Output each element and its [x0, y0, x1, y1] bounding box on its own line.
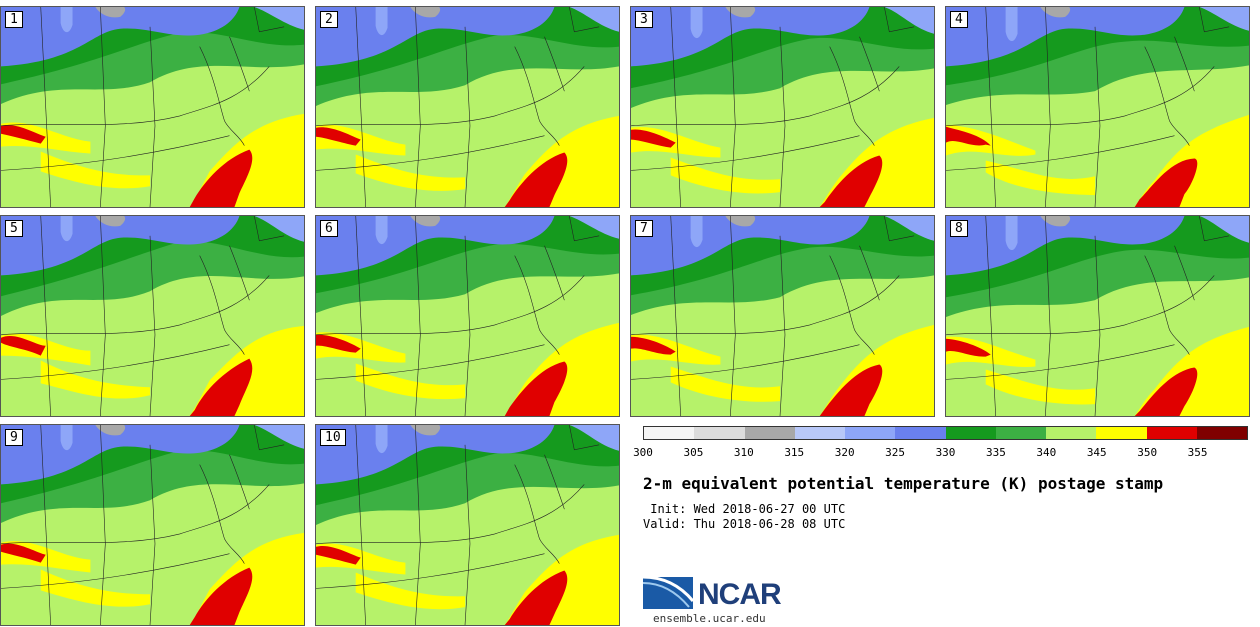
member-number-label: 3	[635, 11, 653, 28]
colorbar-bin-320	[845, 427, 896, 439]
ensemble-member-panel: 3	[630, 6, 935, 208]
member-map	[316, 7, 619, 207]
colorbar-tick-labels: 300 305 310 315 320 325 330 335 340 345 350 355	[633, 446, 1248, 460]
colorbar-bin-330	[945, 427, 996, 439]
member-map	[316, 425, 619, 625]
colorbar-tick-label: 350	[1137, 446, 1158, 459]
ensemble-member-panel: 7	[630, 215, 935, 417]
member-number-label: 10	[320, 429, 346, 446]
colorbar-tick-label: 325	[885, 446, 906, 459]
member-number-label: 1	[5, 11, 23, 28]
member-map	[1, 425, 304, 625]
colorbar-bin-350	[1146, 427, 1197, 439]
member-number-label: 7	[635, 220, 653, 237]
colorbar	[643, 426, 1248, 440]
valid-time: Valid: Thu 2018-06-28 08 UTC	[643, 517, 846, 531]
ensemble-member-panel: 6	[315, 215, 620, 417]
ensemble-member-panel: 8	[945, 215, 1250, 417]
ensemble-member-panel: 9	[0, 424, 305, 626]
member-number-label: 8	[950, 220, 968, 237]
colorbar-bin-340	[1046, 427, 1097, 439]
init-time: Init: Wed 2018-06-27 00 UTC	[643, 502, 846, 516]
colorbar-bin-355	[1196, 427, 1247, 439]
ncar-logo-text: NCAR	[698, 578, 782, 611]
member-map	[1, 216, 304, 416]
colorbar-bin-315	[794, 427, 845, 439]
colorbar-bin-335	[995, 427, 1046, 439]
colorbar-bin-345	[1096, 427, 1147, 439]
colorbar-bin-300	[644, 427, 695, 439]
member-map	[946, 216, 1249, 416]
member-map	[631, 216, 934, 416]
colorbar-tick-label: 315	[784, 446, 805, 459]
colorbar-bin-325	[895, 427, 946, 439]
ncar-url: ensemble.ucar.edu	[653, 612, 766, 625]
colorbar-tick-label: 345	[1086, 446, 1107, 459]
ensemble-member-panel: 1	[0, 6, 305, 208]
member-map	[1, 7, 304, 207]
ensemble-member-panel: 2	[315, 6, 620, 208]
ensemble-member-panel: 10	[315, 424, 620, 626]
member-map	[631, 7, 934, 207]
colorbar-tick-label: 300	[633, 446, 653, 459]
member-number-label: 9	[5, 429, 23, 446]
colorbar-tick-label: 340	[1036, 446, 1057, 459]
member-number-label: 4	[950, 11, 968, 28]
colorbar-tick-label: 335	[985, 446, 1006, 459]
colorbar-tick-label: 310	[733, 446, 754, 459]
colorbar-tick-label: 330	[935, 446, 956, 459]
member-number-label: 6	[320, 220, 338, 237]
ensemble-member-panel: 4	[945, 6, 1250, 208]
figure-title: 2-m equivalent potential temperature (K)…	[643, 474, 1164, 493]
member-map	[946, 7, 1249, 207]
ensemble-member-panel: 5	[0, 215, 305, 417]
colorbar-tick-label: 305	[683, 446, 704, 459]
member-number-label: 5	[5, 220, 23, 237]
colorbar-tick-label: 320	[834, 446, 855, 459]
member-number-label: 2	[320, 11, 338, 28]
member-map	[316, 216, 619, 416]
colorbar-bin-310	[744, 427, 795, 439]
colorbar-tick-label: 355	[1187, 446, 1208, 459]
ncar-logo-icon	[643, 575, 695, 609]
colorbar-bin-305	[694, 427, 745, 439]
